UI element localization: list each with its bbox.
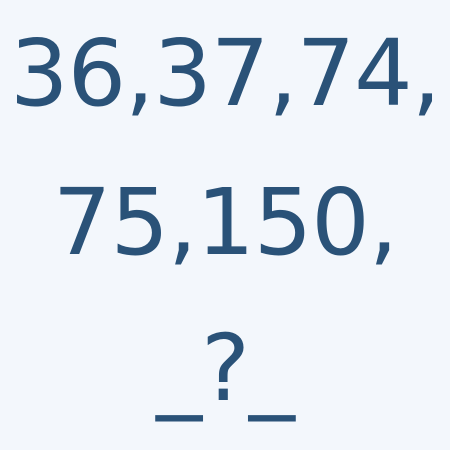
sequence-line-1: 36,37,74, (10, 20, 441, 127)
missing-term-line: _?_ (156, 315, 295, 422)
sequence-line-2: 75,150, (52, 169, 398, 276)
